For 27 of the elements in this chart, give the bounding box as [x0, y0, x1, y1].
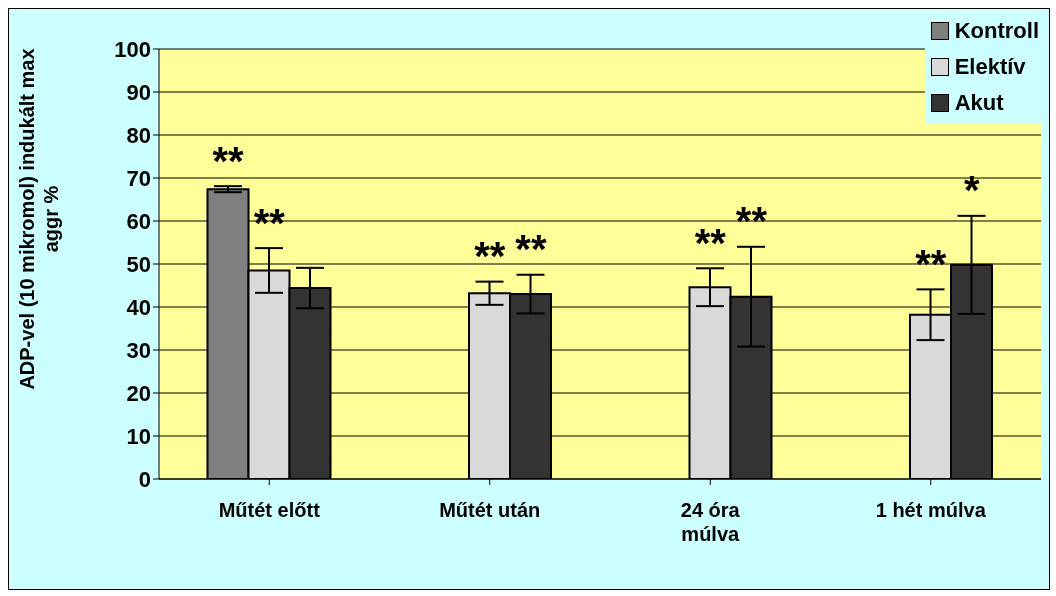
data-label: ** [212, 138, 245, 183]
y-tick-label: 90 [126, 79, 151, 105]
y-tick-label: 30 [126, 337, 151, 363]
y-axis-title: ADP-vel (10 mikromol) indukált max aggr % [15, 48, 63, 390]
data-label: ** [915, 241, 947, 286]
data-label: ** [515, 227, 547, 272]
data-label: ** [474, 234, 506, 279]
y-tick-label: 10 [126, 423, 151, 449]
legend-label: Akut [954, 89, 1004, 117]
y-tick-label: 70 [126, 165, 151, 191]
x-tick-label: Műtét előtt [218, 499, 321, 521]
data-label: ** [735, 199, 768, 244]
data-label: ** [694, 220, 727, 265]
data-label: ** [253, 200, 286, 245]
data-label: * [964, 168, 981, 213]
y-tick-label: 80 [126, 122, 151, 148]
x-tick-label: 1 hét múlva [875, 499, 987, 521]
legend-label: Kontroll [954, 17, 1039, 45]
y-tick-label: 50 [126, 251, 151, 277]
y-tick-label: 20 [126, 380, 151, 406]
y-tick-label: 60 [126, 208, 151, 234]
y-tick-label: 0 [138, 466, 151, 492]
x-tick-label: 24 óra múlva [680, 499, 741, 545]
x-tick-label: Műtét után [439, 499, 541, 521]
y-tick-label: 40 [126, 294, 151, 320]
legend-label: Elektív [954, 53, 1026, 81]
y-tick-label: 100 [114, 36, 151, 62]
